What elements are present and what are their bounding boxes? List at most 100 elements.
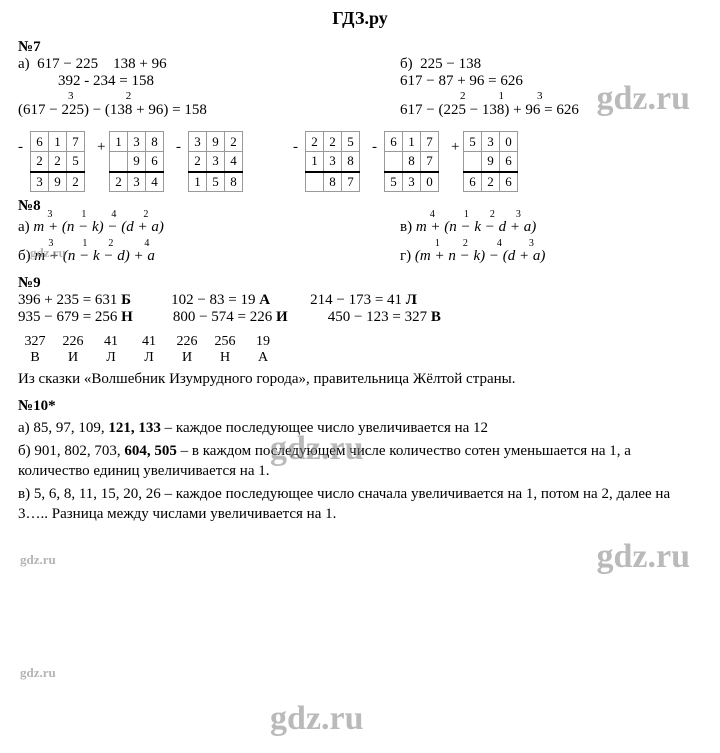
sup: 4: [430, 209, 435, 220]
digit-cell: 9: [128, 152, 146, 172]
digit-cell: 8: [403, 152, 421, 172]
digit-cell: 8: [225, 172, 243, 192]
digit-cell: 8: [342, 152, 360, 172]
p9-item: 214 − 173 = 41 Л: [310, 292, 417, 309]
sup: 3: [48, 238, 53, 249]
answer-num: 226: [170, 334, 204, 350]
sup: 3: [68, 90, 74, 102]
digit-cell: 2: [225, 132, 243, 152]
p7b-l2: 617 − 87 + 96 = 626: [400, 73, 702, 90]
p8-title: №8: [18, 198, 702, 215]
digit-cell: 1: [403, 132, 421, 152]
digit-cell: 7: [421, 152, 439, 172]
answer-letter: В: [18, 350, 52, 366]
p8v: в) 4 1 2 3 m + (n − k − d + a): [400, 219, 702, 236]
digit-cell: 5: [207, 172, 225, 192]
digit-cell: 2: [324, 132, 342, 152]
digit-cell: 3: [482, 132, 500, 152]
calc-row: -617225392+13896234-392234158-22513887-6…: [18, 125, 702, 192]
digit-cell: 6: [31, 132, 49, 152]
sup: 2: [490, 209, 495, 220]
p7a-label: а): [18, 56, 30, 72]
digit-cell: 4: [146, 172, 164, 192]
p9-item: 935 − 679 = 256 Н: [18, 309, 133, 326]
digit-cell: 7: [421, 132, 439, 152]
p7a-l1l: 617 − 225: [37, 56, 98, 72]
digit-cell: 7: [67, 132, 85, 152]
digit-cell: 2: [306, 132, 324, 152]
answer-num: 327: [18, 334, 52, 350]
p10v: в) 5, 6, 8, 11, 15, 20, 26 – каждое посл…: [18, 485, 702, 524]
p9-item: 396 + 235 = 631 Б: [18, 292, 131, 309]
digit-cell: 6: [500, 152, 518, 172]
p9-item: 450 − 123 = 327 В: [328, 309, 441, 326]
watermark: gdz.ru: [270, 700, 364, 738]
digit-cell: 9: [482, 152, 500, 172]
answer-letter: И: [170, 350, 204, 366]
p7a-l2: 392 - 234 = 158: [58, 73, 320, 90]
sup: 1: [82, 238, 87, 249]
sup: 1: [464, 209, 469, 220]
digit-cell: 9: [207, 132, 225, 152]
p7b-expr: 617 − (225 − 138) + 96 = 626: [400, 102, 702, 119]
digit-cell: 1: [49, 132, 67, 152]
p7a-l1r: 138 + 96: [113, 56, 166, 72]
digit-cell: 3: [403, 172, 421, 192]
p10a-bold: 121, 133: [108, 420, 161, 436]
digit-cell: 1: [110, 132, 128, 152]
p7a: а) 617 − 225 138 + 96 392 - 234 = 158 3 …: [18, 56, 320, 119]
digit-cell: 6: [500, 172, 518, 192]
digit-cell: 6: [464, 172, 482, 192]
p10-title: №10*: [18, 398, 702, 415]
op-sign: -: [293, 131, 303, 156]
p9-title: №9: [18, 275, 702, 292]
digit-cell: [464, 152, 482, 172]
p8a-expr: m + (n − k) − (d + a): [33, 219, 163, 235]
digit-cell: 2: [67, 172, 85, 192]
p8a-label: а): [18, 219, 30, 236]
digit-cell: 5: [464, 132, 482, 152]
calc-block: -617225392: [18, 131, 89, 192]
digit-cell: 2: [31, 152, 49, 172]
calc-block: +53096626: [451, 131, 522, 192]
op-sign: -: [18, 131, 28, 156]
sup: 4: [497, 238, 502, 249]
sup: 2: [460, 90, 466, 102]
p8b-expr: m + (n − k − d) + a: [34, 248, 154, 264]
sup: 3: [529, 238, 534, 249]
digit-cell: 8: [146, 132, 164, 152]
op-sign: -: [372, 131, 382, 156]
answer-letter: А: [246, 350, 280, 366]
sup: 3: [516, 209, 521, 220]
p8v-label: в): [400, 219, 412, 236]
digit-cell: 9: [49, 172, 67, 192]
p9-note: Из сказки «Волшебник Изумрудного города»…: [18, 370, 702, 390]
digit-cell: 8: [324, 172, 342, 192]
p7b-l1: 225 − 138: [420, 56, 481, 72]
watermark: gdz.ru: [20, 665, 56, 681]
p9-answer-nums: 327226414122625619: [18, 334, 702, 350]
p7b-label: б): [400, 56, 413, 72]
digit-cell: 3: [189, 132, 207, 152]
p8b-label: б): [18, 248, 31, 265]
digit-cell: 0: [421, 172, 439, 192]
sup: 1: [435, 238, 440, 249]
calc-block: +13896234: [97, 131, 168, 192]
p10b-bold: 604, 505: [124, 443, 177, 459]
digit-cell: [306, 172, 324, 192]
p8a: а) 3 1 4 2 m + (n − k) − (d + a): [18, 219, 320, 236]
answer-num: 256: [208, 334, 242, 350]
p8v-expr: m + (n − k − d + a): [416, 219, 536, 235]
digit-cell: 5: [342, 132, 360, 152]
p9-item: 102 − 83 = 19 А: [171, 292, 270, 309]
digit-cell: 3: [324, 152, 342, 172]
sup: 2: [108, 238, 113, 249]
sup: 2: [463, 238, 468, 249]
sup: 2: [143, 209, 148, 220]
p9-item: 800 − 574 = 226 И: [173, 309, 288, 326]
calc-block: -61787530: [372, 131, 443, 192]
logo: ГДЗ.ру: [18, 8, 702, 29]
p8g-expr: (m + n − k) − (d + a): [415, 248, 545, 264]
sup: 4: [111, 209, 116, 220]
p7a-expr: (617 − 225) − (138 + 96) = 158: [18, 102, 320, 119]
